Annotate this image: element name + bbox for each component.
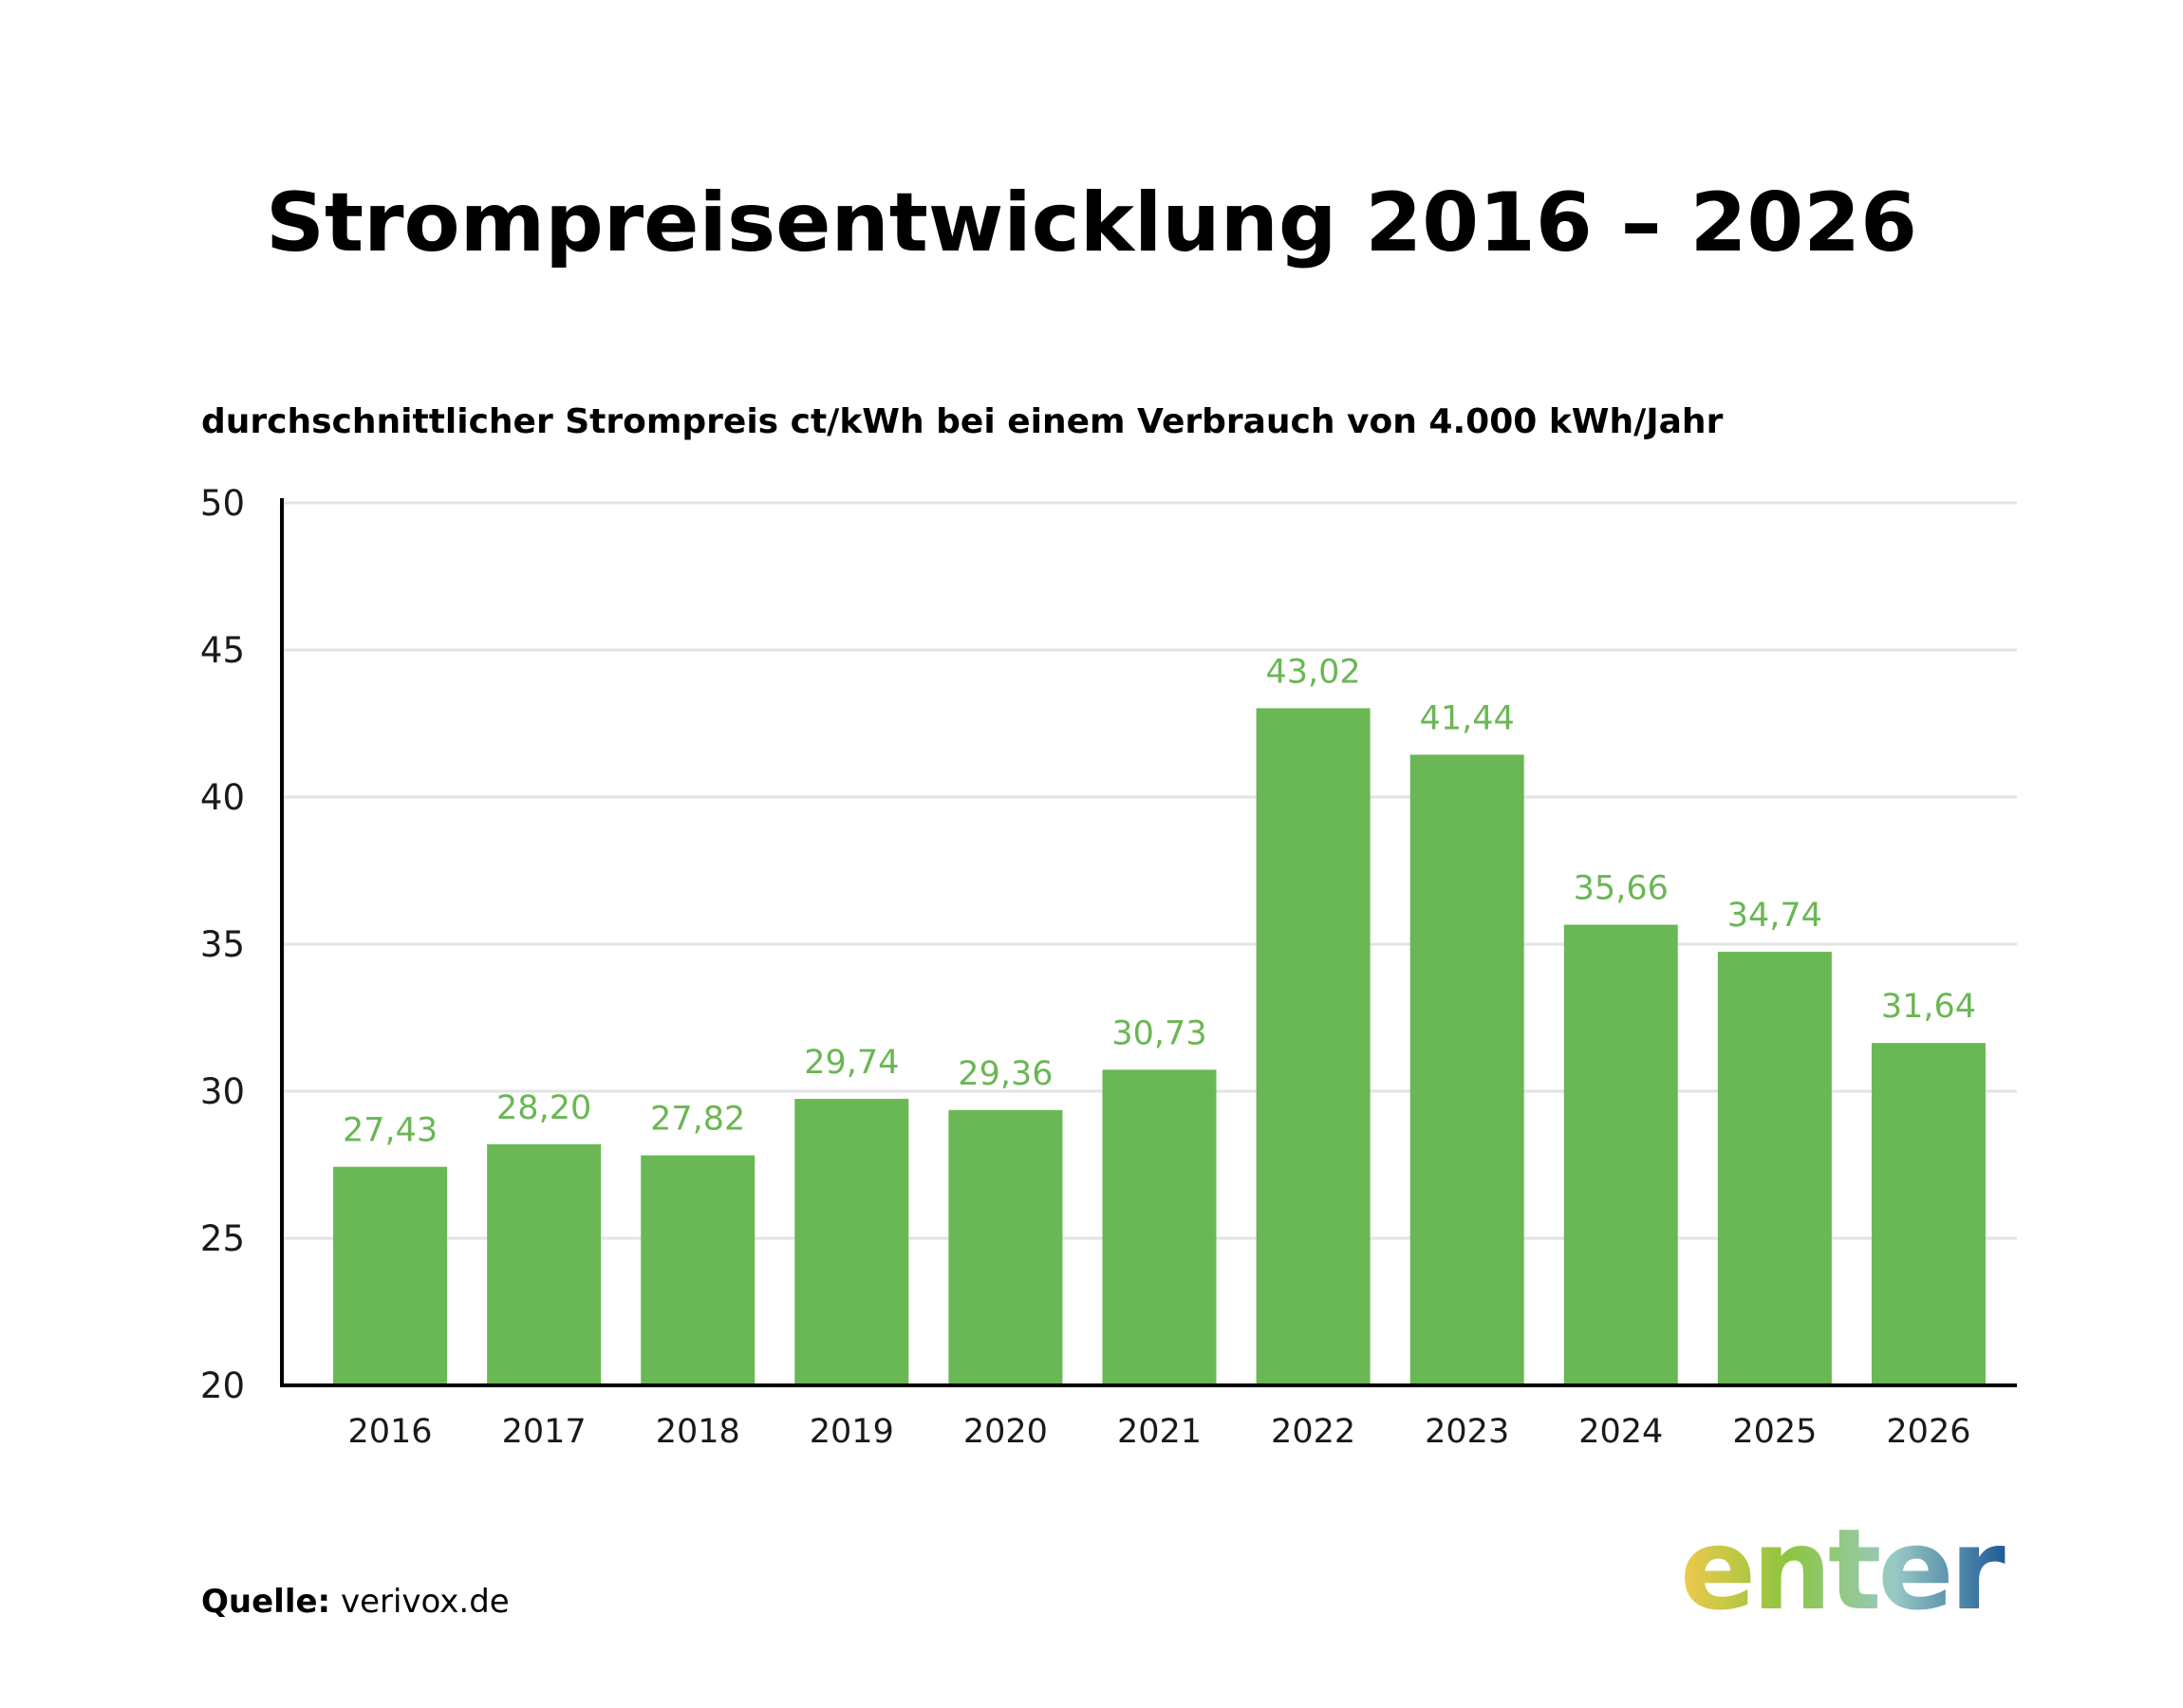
value-label-2019: 29,74 bbox=[804, 1044, 899, 1082]
value-label-2023: 41,44 bbox=[1420, 699, 1515, 737]
x-tick-label-2021: 2021 bbox=[1117, 1413, 1202, 1451]
chart-subtitle: durchschnittlicher Strompreis ct/kWh bei… bbox=[201, 402, 1724, 441]
bars bbox=[333, 708, 1986, 1385]
bar-2021 bbox=[1102, 1069, 1217, 1385]
source-label: Quelle: bbox=[201, 1583, 331, 1621]
bar-2026 bbox=[1871, 1043, 1986, 1385]
y-tick-label: 50 bbox=[200, 483, 245, 524]
bar-2025 bbox=[1717, 952, 1832, 1385]
value-labels: 27,43 28,20 27,82 29,74 29,36 30,73 43,02 41,44… bbox=[343, 653, 1976, 1149]
value-label-2021: 30,73 bbox=[1111, 1014, 1206, 1052]
y-tick-label: 30 bbox=[200, 1071, 245, 1112]
value-label-2016: 27,43 bbox=[343, 1112, 438, 1150]
bar-2024 bbox=[1563, 924, 1678, 1385]
y-tick-label: 25 bbox=[200, 1218, 245, 1259]
bar-2017 bbox=[487, 1143, 602, 1385]
bar-2023 bbox=[1409, 754, 1524, 1385]
x-tick-label-2024: 2024 bbox=[1578, 1413, 1663, 1451]
x-tick-label-2016: 2016 bbox=[348, 1413, 433, 1451]
y-tick-label: 45 bbox=[200, 630, 245, 671]
value-label-2017: 28,20 bbox=[496, 1089, 591, 1127]
enter-logo: enter bbox=[1680, 1509, 2008, 1632]
y-tick-label: 35 bbox=[200, 924, 245, 965]
source-text: verivox.de bbox=[340, 1583, 510, 1621]
x-tick-label-2020: 2020 bbox=[963, 1413, 1048, 1451]
value-label-2022: 43,02 bbox=[1265, 653, 1360, 691]
bar-2022 bbox=[1256, 708, 1371, 1385]
x-tick-label-2019: 2019 bbox=[810, 1413, 894, 1451]
svg-text:enter: enter bbox=[1680, 1509, 2005, 1632]
x-tick-label-2023: 2023 bbox=[1425, 1413, 1509, 1451]
bar-2020 bbox=[948, 1109, 1063, 1385]
x-tick-label-2026: 2026 bbox=[1886, 1413, 1970, 1451]
x-tick-label-2018: 2018 bbox=[656, 1413, 740, 1451]
x-tick-label-2022: 2022 bbox=[1271, 1413, 1355, 1451]
value-label-2020: 29,36 bbox=[958, 1055, 1053, 1093]
x-tick-label-2017: 2017 bbox=[502, 1413, 587, 1451]
value-label-2026: 31,64 bbox=[1881, 988, 1976, 1026]
y-tick-label: 20 bbox=[200, 1365, 245, 1406]
value-label-2018: 27,82 bbox=[650, 1101, 745, 1139]
bar-2018 bbox=[641, 1155, 756, 1385]
source-line: Quelle: verivox.de bbox=[201, 1583, 510, 1621]
bar-2016 bbox=[333, 1166, 448, 1385]
y-tick-labels: 20 25 30 35 40 45 50 bbox=[200, 483, 245, 1406]
x-tick-label-2025: 2025 bbox=[1732, 1413, 1817, 1451]
chart-title: Strompreisentwicklung 2016 – 2026 bbox=[266, 176, 1917, 270]
value-label-2024: 35,66 bbox=[1574, 870, 1669, 908]
axes bbox=[280, 498, 2017, 1387]
bar-2019 bbox=[794, 1099, 909, 1385]
value-label-2025: 34,74 bbox=[1727, 897, 1822, 935]
y-tick-label: 40 bbox=[200, 777, 245, 818]
x-tick-labels: 2016 2017 2018 2019 2020 2021 2022 2023 2024 2025… bbox=[348, 1413, 1971, 1451]
